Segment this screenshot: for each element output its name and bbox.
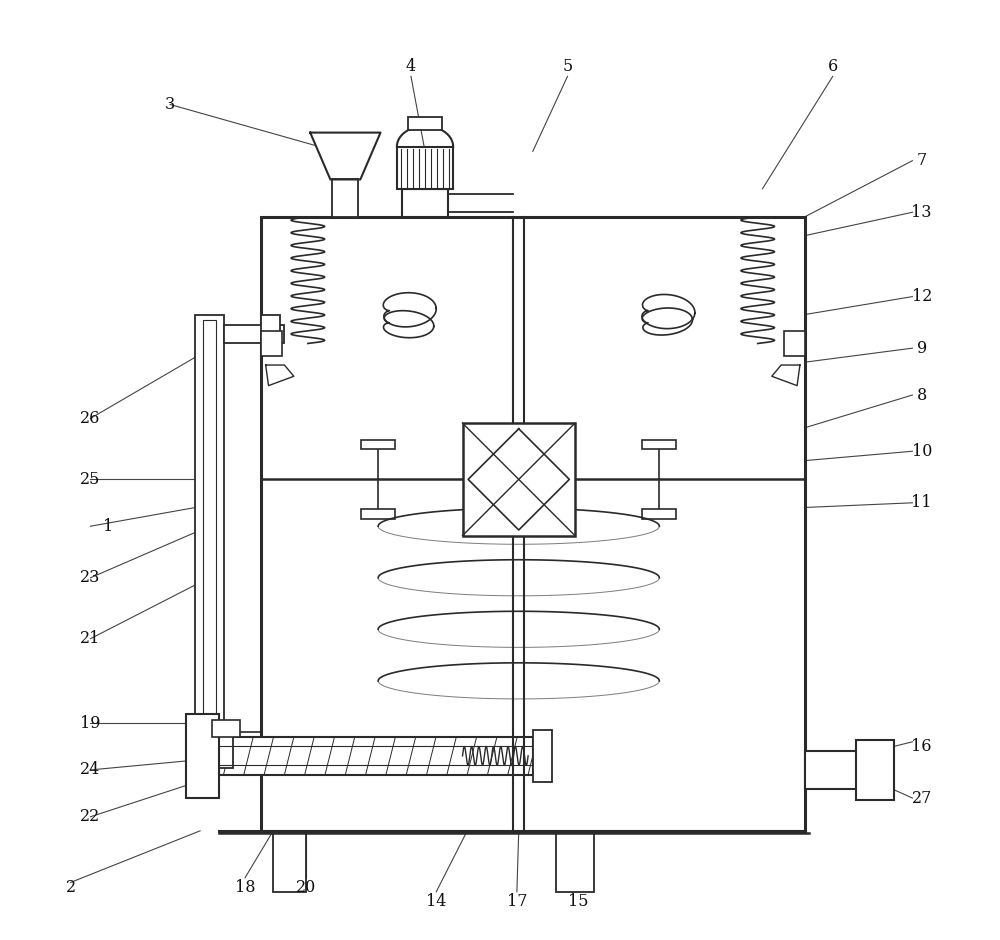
Polygon shape [361,509,395,519]
Text: 15: 15 [568,893,588,910]
Polygon shape [186,713,219,798]
Polygon shape [856,740,894,800]
Text: 1: 1 [103,518,113,535]
Text: 11: 11 [911,494,932,511]
Polygon shape [224,324,284,343]
Polygon shape [805,751,861,789]
Polygon shape [219,737,533,775]
Text: 14: 14 [426,893,446,910]
Polygon shape [468,429,569,530]
Polygon shape [261,331,282,355]
Polygon shape [408,117,442,130]
Text: 6: 6 [828,58,838,75]
Polygon shape [556,831,594,892]
Polygon shape [266,365,294,385]
Text: 22: 22 [80,808,101,825]
Polygon shape [642,294,695,329]
Polygon shape [383,310,434,337]
Text: 18: 18 [235,879,255,896]
Text: 21: 21 [80,630,101,648]
Text: 2: 2 [66,879,76,896]
Polygon shape [186,734,233,768]
Polygon shape [642,308,692,335]
Text: 17: 17 [507,893,527,910]
Polygon shape [261,315,280,352]
Polygon shape [533,729,552,782]
Text: 9: 9 [917,339,927,356]
Text: 3: 3 [165,96,175,113]
Text: 26: 26 [80,410,101,427]
Text: 23: 23 [80,570,101,587]
Text: 4: 4 [406,58,416,75]
Text: 16: 16 [911,738,932,755]
Polygon shape [772,365,800,385]
Polygon shape [212,720,240,737]
Polygon shape [397,147,453,189]
Polygon shape [402,189,448,217]
Polygon shape [784,331,805,355]
Polygon shape [332,180,358,217]
Text: 7: 7 [917,152,927,169]
Text: 10: 10 [912,443,932,460]
Polygon shape [203,320,216,746]
Polygon shape [383,292,436,327]
Polygon shape [642,509,676,519]
Polygon shape [361,440,395,449]
Polygon shape [195,315,224,751]
Polygon shape [463,423,575,536]
Polygon shape [273,831,306,892]
Text: 5: 5 [562,58,573,75]
Text: 19: 19 [80,714,101,731]
Text: 27: 27 [912,790,932,807]
Polygon shape [261,217,805,831]
Text: 24: 24 [80,761,101,778]
Text: 13: 13 [911,204,932,221]
Text: 12: 12 [912,289,932,306]
Polygon shape [310,133,381,180]
Text: 25: 25 [80,471,101,488]
Text: 8: 8 [917,386,927,403]
Polygon shape [642,440,676,449]
Text: 20: 20 [296,879,316,896]
